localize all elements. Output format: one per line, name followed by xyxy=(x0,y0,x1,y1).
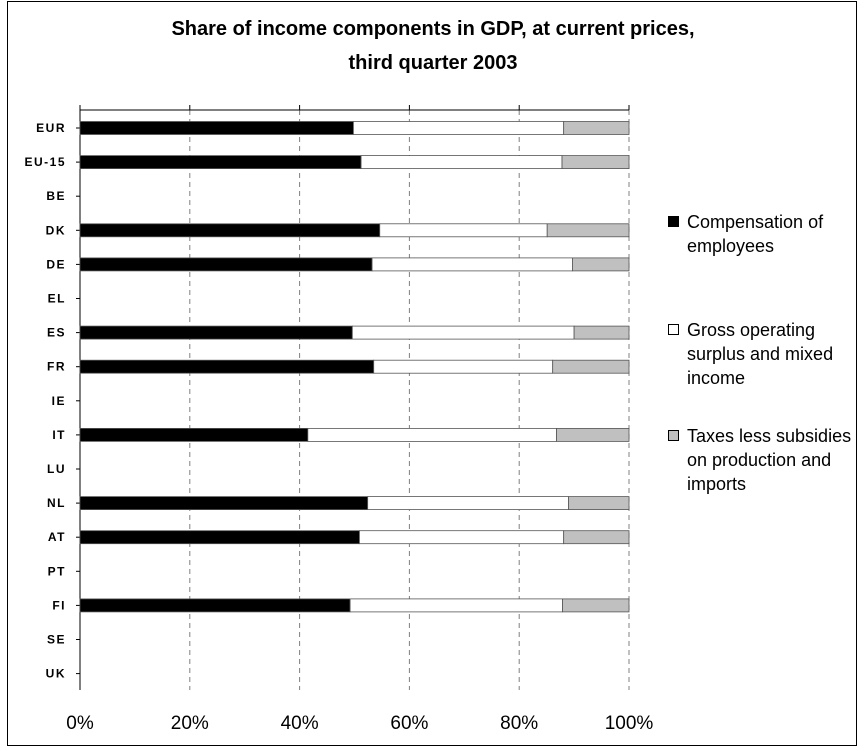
bar-segment-gross-operating-surplus xyxy=(371,257,573,272)
x-tick-label: 0% xyxy=(66,713,94,734)
category-label: UK xyxy=(46,667,66,681)
category-label: PT xyxy=(48,564,66,578)
category-label: BE xyxy=(46,189,66,203)
bar-segment-compensation xyxy=(79,121,354,135)
category-label: EL xyxy=(48,292,66,306)
bar-segment-taxes xyxy=(568,496,630,511)
bar-segment-compensation xyxy=(79,325,353,340)
x-tick-label: 20% xyxy=(171,713,209,734)
category-label: AT xyxy=(48,530,66,544)
category-label: ES xyxy=(47,326,66,340)
chart-title-block: Share of income components in GDP, at cu… xyxy=(0,12,866,80)
x-tick-label: 60% xyxy=(390,713,428,734)
bar-segment-taxes xyxy=(563,121,630,135)
x-tick-label: 40% xyxy=(281,713,319,734)
legend-swatch-compensation xyxy=(668,216,679,227)
chart-subtitle: third quarter 2003 xyxy=(348,52,518,74)
bar-segment-compensation xyxy=(79,223,381,238)
bar-segment-taxes xyxy=(562,598,630,613)
bar-segment-taxes xyxy=(573,325,630,340)
bar-segment-compensation xyxy=(79,530,360,545)
bar-segment-taxes xyxy=(556,427,630,442)
bar-segment-gross-operating-surplus xyxy=(349,598,563,613)
bar-segment-taxes xyxy=(546,223,630,238)
bar-segment-gross-operating-surplus xyxy=(373,359,554,374)
bar-segment-gross-operating-surplus xyxy=(379,223,548,238)
legend-swatch-gross-operating-surplus xyxy=(668,324,679,335)
legend-label-gross-operating-surplus: Gross operating surplus and mixed income xyxy=(687,320,834,388)
x-tick-label: 80% xyxy=(500,713,538,734)
category-label: LU xyxy=(47,462,66,476)
chart-title: Share of income components in GDP, at cu… xyxy=(171,18,695,40)
category-label: NL xyxy=(47,496,66,510)
category-label: FR xyxy=(47,360,66,374)
bar-segment-gross-operating-surplus xyxy=(351,325,575,340)
category-label: DK xyxy=(46,223,66,237)
bar-segment-compensation xyxy=(79,427,309,442)
bar-segment-taxes xyxy=(563,530,630,545)
category-label: DE xyxy=(46,257,66,271)
category-label: EU-15 xyxy=(24,155,66,169)
bar-segment-taxes xyxy=(572,257,630,272)
category-label: FI xyxy=(52,598,66,612)
bar-segment-gross-operating-surplus xyxy=(359,530,565,545)
category-label: SE xyxy=(47,633,66,647)
bar-segment-gross-operating-surplus xyxy=(360,155,563,170)
legend-label-compensation: Compensation of employees xyxy=(687,212,824,256)
bar-segment-gross-operating-surplus xyxy=(367,496,570,511)
bar-segment-taxes xyxy=(561,155,630,170)
bar-segment-compensation xyxy=(79,598,351,613)
bar-segment-gross-operating-surplus xyxy=(353,121,565,135)
category-label: IE xyxy=(52,394,66,408)
category-label: EUR xyxy=(36,121,66,135)
bar-segment-compensation xyxy=(79,257,373,272)
bar-segment-compensation xyxy=(79,155,362,170)
bar-segment-compensation xyxy=(79,496,369,511)
legend-swatch-taxes xyxy=(668,430,679,441)
bar-segment-taxes xyxy=(552,359,630,374)
category-label: IT xyxy=(52,428,66,442)
legend-label-taxes: Taxes less subsidies on production and i… xyxy=(687,426,852,494)
bar-segment-compensation xyxy=(79,359,375,374)
x-tick-label: 100% xyxy=(605,713,654,734)
bar-segment-gross-operating-surplus xyxy=(307,427,557,442)
